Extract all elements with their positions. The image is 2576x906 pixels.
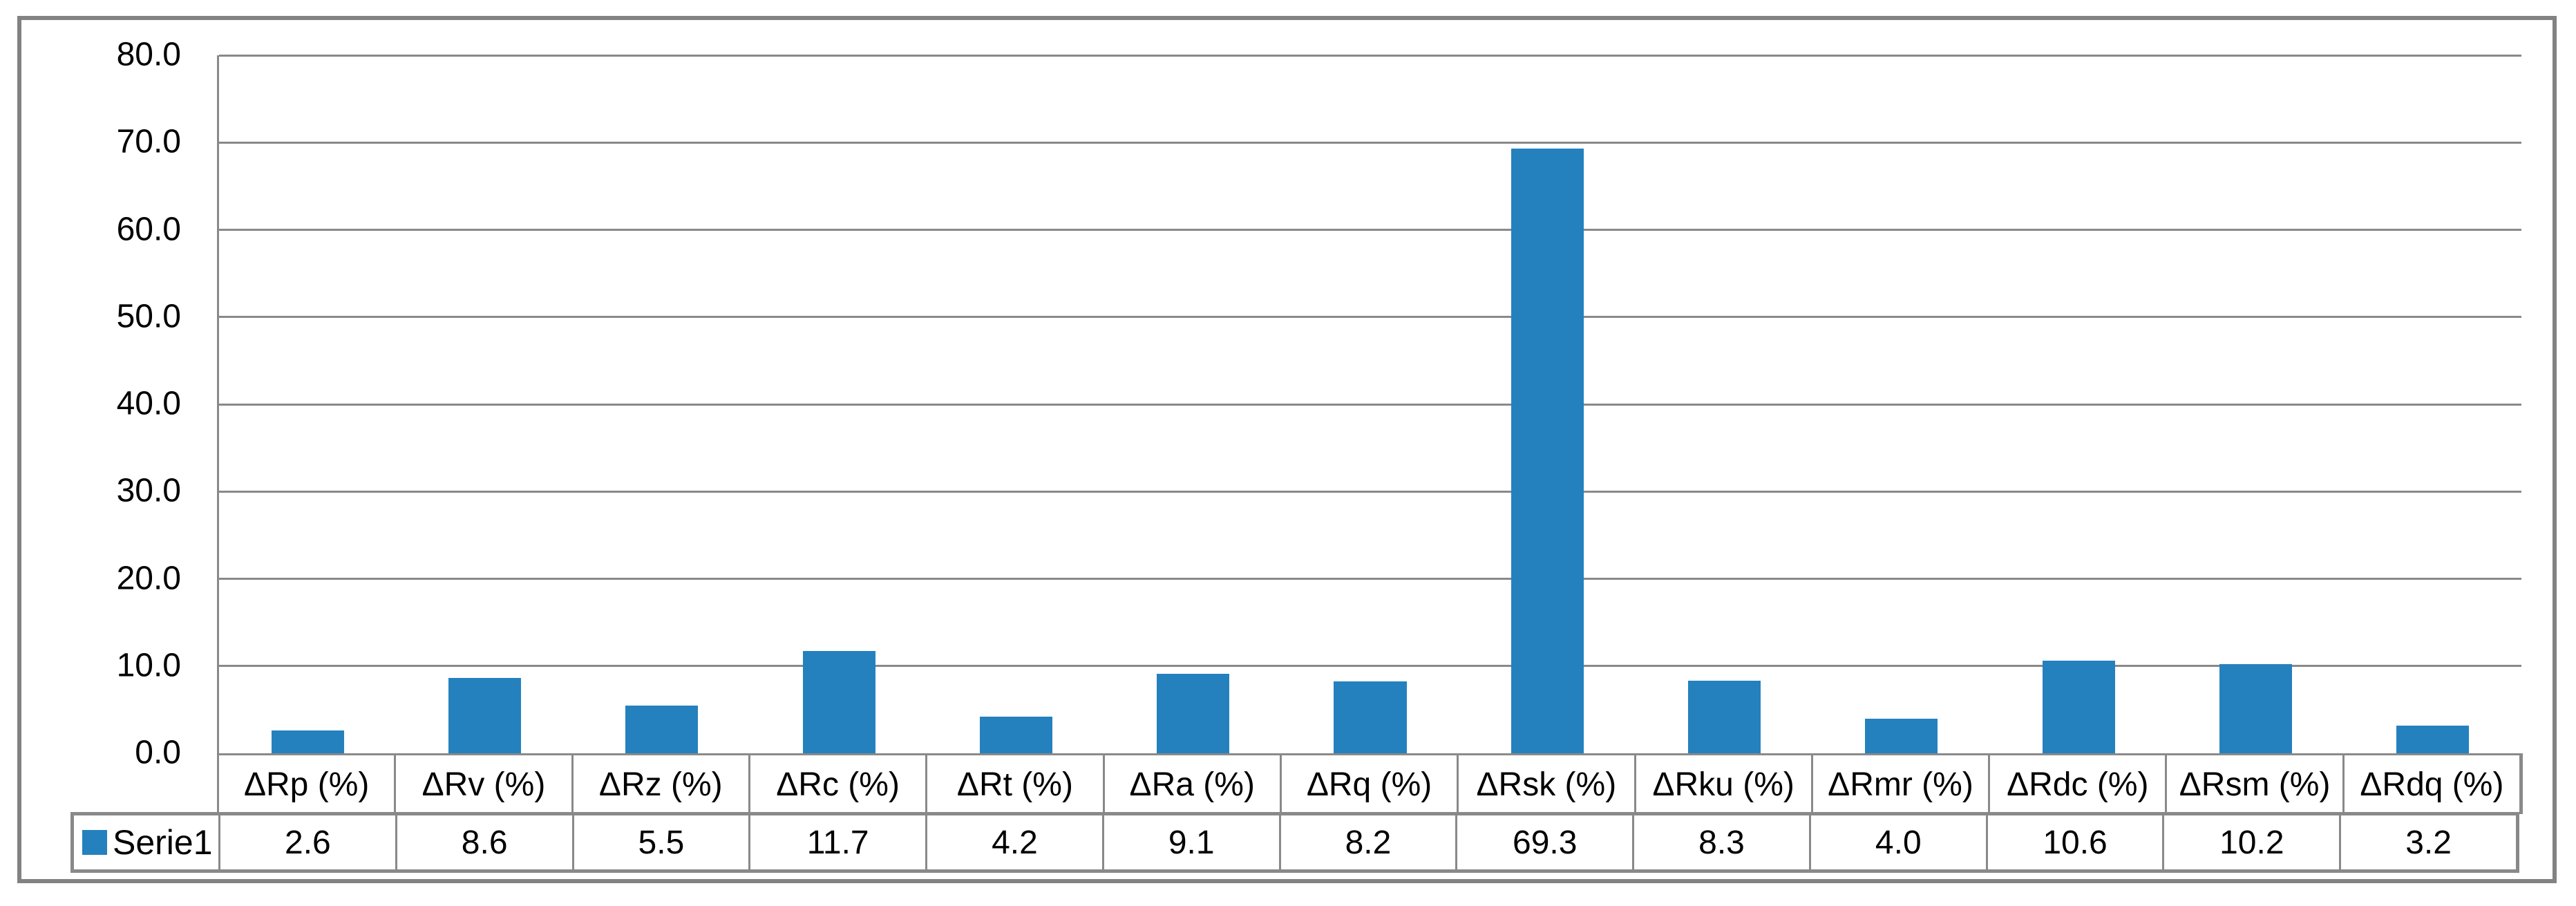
bar: [802, 651, 875, 753]
y-axis-tick-label: 80.0: [116, 36, 181, 73]
value-cells: 2.6 8.6 5.5 11.7 4.2 9.1 8.2 69.3 8.3 4.0 10.6 10.2…: [220, 815, 2516, 869]
category-header-cell: ΔRa (%): [1102, 755, 1280, 814]
value-cell: 9.1: [1101, 815, 1279, 869]
bar: [1157, 674, 1230, 753]
bar: [2042, 661, 2115, 753]
y-axis-tick-label: 40.0: [116, 385, 181, 422]
bar: [271, 730, 344, 753]
chart-frame: 80.0 70.0 60.0 50.0 40.0 30.0 20.0 10.0 0.0 ΔRp …: [17, 16, 2557, 883]
category-header-cell: ΔRv (%): [394, 755, 571, 814]
y-axis-tick-label: 30.0: [116, 472, 181, 509]
category-header-cell: ΔRc (%): [748, 755, 925, 814]
category-header-cell: ΔRp (%): [217, 755, 394, 814]
gridline: [219, 403, 2521, 406]
bar: [979, 716, 1052, 753]
value-cell: 8.2: [1278, 815, 1456, 869]
category-header-cell: ΔRt (%): [925, 755, 1102, 814]
value-cell: 4.0: [1808, 815, 1986, 869]
category-header-cell: ΔRz (%): [571, 755, 748, 814]
gridline: [219, 229, 2521, 231]
category-header-cell: ΔRsm (%): [2165, 755, 2342, 814]
category-header-cell: ΔRq (%): [1279, 755, 1457, 814]
series-name-label: Serie1: [113, 823, 213, 862]
category-header-cell: ΔRdc (%): [1988, 755, 2165, 814]
y-axis-tick-label: 0.0: [135, 734, 181, 771]
value-cell: 2.6: [285, 824, 331, 861]
category-header-cell: ΔRku (%): [1633, 755, 1811, 814]
value-cell: 8.3: [1632, 815, 1809, 869]
gridline: [219, 490, 2521, 493]
bar: [1334, 681, 1407, 753]
series-color-swatch-icon: [82, 830, 107, 855]
value-cell: 3.2: [2339, 815, 2516, 869]
bar: [448, 678, 521, 753]
gridline: [219, 141, 2521, 144]
data-table-header-row: ΔRp (%) ΔRv (%) ΔRz (%) ΔRc (%) ΔRt (%) ΔRa (…: [217, 753, 2523, 814]
gridline: [219, 54, 2521, 57]
gridline: [219, 316, 2521, 319]
value-cell: 69.3: [1455, 815, 1632, 869]
y-axis-tick-label: 20.0: [116, 560, 181, 597]
y-axis-tick-label: 50.0: [116, 298, 181, 335]
legend-cell: Serie1: [74, 815, 220, 869]
bar: [2396, 725, 2470, 753]
category-header-cell: ΔRmr (%): [1810, 755, 1988, 814]
bar: [1688, 681, 1761, 753]
bar: [1510, 149, 1584, 753]
value-cell: 5.5: [571, 815, 749, 869]
y-axis-tick-label: 70.0: [116, 123, 181, 160]
gridline: [219, 665, 2521, 668]
value-cell: 8.6: [395, 815, 572, 869]
bar: [2219, 664, 2293, 753]
bar: [625, 705, 699, 753]
value-cell: 10.6: [1985, 815, 2163, 869]
data-table-value-row: Serie1 2.6 8.6 5.5 11.7 4.2 9.1 8.2 69.3 8.3 4.0 1…: [70, 812, 2519, 873]
category-header-cell: ΔRdq (%): [2342, 755, 2519, 814]
plot-area: [217, 54, 2521, 753]
y-axis-tick-label: 60.0: [116, 211, 181, 248]
y-axis-tick-label: 10.0: [116, 647, 181, 684]
category-header-cell: ΔRsk (%): [1457, 755, 1633, 814]
value-cell: 4.2: [925, 815, 1102, 869]
gridline: [219, 578, 2521, 580]
value-cell: 10.2: [2162, 815, 2339, 869]
value-cell: 11.7: [748, 815, 925, 869]
bar: [1865, 718, 1938, 753]
y-axis-tick-labels: 80.0 70.0 60.0 50.0 40.0 30.0 20.0 10.0 0.0: [21, 37, 181, 771]
